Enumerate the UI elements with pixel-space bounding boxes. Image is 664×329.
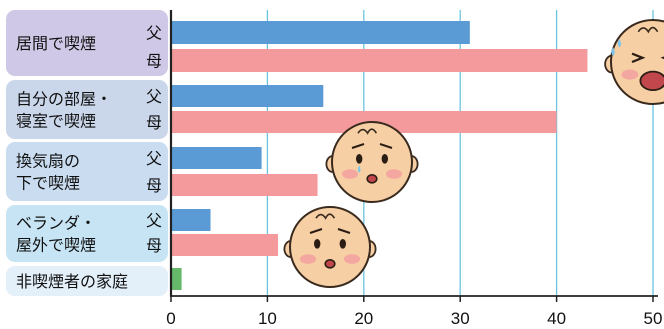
x-tick-label: 50 bbox=[644, 309, 663, 328]
series-label: 母 bbox=[146, 113, 162, 132]
x-tick-label: 0 bbox=[166, 309, 175, 328]
x-tick-label: 10 bbox=[258, 309, 277, 328]
bar-non-smoker bbox=[172, 268, 182, 290]
bar-mother bbox=[172, 49, 588, 72]
category-label: 非喫煙者の家庭 bbox=[16, 272, 128, 291]
category-label: 居間で喫煙 bbox=[16, 34, 96, 53]
category-box bbox=[6, 10, 168, 76]
x-tick-label: 20 bbox=[354, 309, 373, 328]
bar-mother bbox=[172, 234, 279, 256]
category-box bbox=[6, 80, 168, 139]
sad-baby-face-icon bbox=[283, 206, 377, 288]
category-box bbox=[6, 205, 168, 262]
bar-father bbox=[172, 147, 262, 169]
category-label: 屋外で喫煙 bbox=[16, 236, 96, 255]
crying-baby-face-icon bbox=[604, 19, 664, 105]
x-tick-label: 30 bbox=[451, 309, 470, 328]
category-box bbox=[6, 142, 168, 201]
category-label: 下で喫煙 bbox=[16, 174, 80, 193]
series-label: 母 bbox=[146, 236, 162, 255]
bars bbox=[172, 21, 588, 290]
series-label: 父 bbox=[146, 211, 162, 230]
x-tick-label: 40 bbox=[547, 309, 566, 328]
worried-baby-face-icon bbox=[325, 121, 419, 203]
category-label: 自分の部屋・ bbox=[16, 90, 112, 109]
series-label: 父 bbox=[146, 149, 162, 168]
category-label: 換気扇の bbox=[16, 152, 80, 171]
category-label: 寝室で喫煙 bbox=[16, 112, 96, 131]
category-label: ベランダ・ bbox=[16, 214, 96, 233]
series-label: 母 bbox=[146, 176, 162, 195]
axes: 0 10 20 30 40 50 bbox=[166, 10, 662, 328]
series-label: 父 bbox=[146, 24, 162, 43]
bar-father bbox=[172, 209, 211, 231]
bar-father bbox=[172, 85, 324, 107]
bar-father bbox=[172, 21, 470, 44]
category-labels: 居間で喫煙父母自分の部屋・寝室で喫煙父母換気扇の下で喫煙父母ベランダ・屋外で喫煙… bbox=[6, 10, 168, 296]
faces bbox=[283, 19, 664, 288]
bar-mother bbox=[172, 174, 318, 196]
series-label: 父 bbox=[146, 87, 162, 106]
category-box bbox=[6, 266, 168, 296]
series-label: 母 bbox=[146, 52, 162, 71]
